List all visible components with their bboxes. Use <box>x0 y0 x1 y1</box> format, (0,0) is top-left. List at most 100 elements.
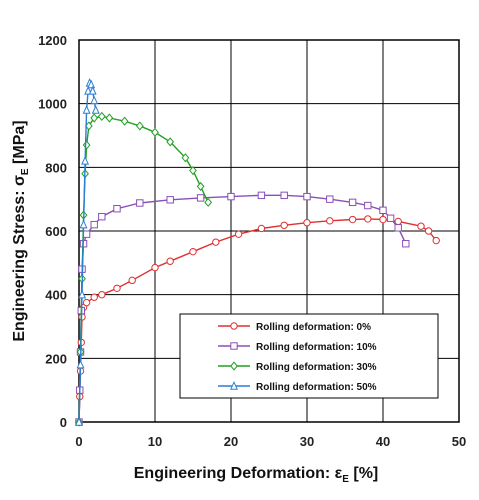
data-point <box>97 111 106 121</box>
data-point <box>82 140 91 150</box>
legend-label: Rolling deformation: 0% <box>256 322 371 333</box>
data-point <box>113 284 121 292</box>
data-point <box>90 95 99 105</box>
data-point <box>120 116 129 126</box>
data-point <box>78 289 87 299</box>
x-axis-title-main: Engineering Deformation: ε <box>134 465 343 482</box>
y-axis-title-tail: [MPa] <box>11 120 28 168</box>
data-point <box>394 224 402 232</box>
x-tick-label: 0 <box>75 434 82 449</box>
data-point <box>113 205 121 213</box>
data-point <box>257 191 266 200</box>
legend-swatch-marker <box>230 361 238 371</box>
grid-lines <box>79 40 459 422</box>
data-point <box>151 263 159 272</box>
data-point <box>303 192 311 201</box>
data-point <box>105 113 114 123</box>
data-point <box>98 212 106 221</box>
legend-swatch-marker <box>230 380 238 390</box>
y-axis-title: Engineering Stress: σE [MPa] <box>11 120 31 341</box>
x-tick-label: 10 <box>148 434 162 449</box>
data-point <box>189 247 197 256</box>
legend-swatch-marker <box>230 342 238 350</box>
y-tick-label: 800 <box>45 160 67 175</box>
x-tick-label: 50 <box>452 434 466 449</box>
data-point <box>424 227 433 235</box>
data-point <box>326 217 334 225</box>
data-point <box>82 298 91 307</box>
y-tick-label: 400 <box>45 288 67 303</box>
data-point <box>82 230 91 238</box>
legend-item: Rolling deformation: 10% <box>218 342 377 353</box>
data-point <box>303 219 311 227</box>
data-point <box>234 230 243 238</box>
data-point <box>394 217 402 226</box>
legend-item: Rolling deformation: 0% <box>218 322 371 333</box>
data-point <box>379 206 387 215</box>
data-point <box>90 293 98 301</box>
data-point <box>91 105 100 114</box>
data-point <box>181 153 190 163</box>
series-3 <box>75 77 100 426</box>
legend-box <box>179 313 439 399</box>
y-axis-title-main: Engineering Stress: σ <box>11 175 28 342</box>
x-tick-labels: 0 10 20 30 40 50 <box>75 434 466 449</box>
data-point <box>76 359 85 369</box>
x-tick-label: 30 <box>300 434 314 449</box>
x-tick-label: 20 <box>224 434 238 449</box>
data-point <box>280 221 288 229</box>
data-point <box>386 214 395 222</box>
data-point <box>128 276 136 285</box>
data-point <box>379 215 387 224</box>
data-point <box>364 215 372 223</box>
y-axis-title-sub: E <box>20 168 31 175</box>
x-axis-title-sub: E <box>342 474 349 485</box>
data-point <box>196 194 205 202</box>
x-axis-title: Engineering Deformation: εE [%] <box>134 465 379 485</box>
data-point <box>79 219 88 229</box>
x-tick-label: 40 <box>376 434 390 449</box>
data-point <box>348 198 357 207</box>
data-point <box>90 113 99 123</box>
data-point <box>364 201 372 210</box>
data-point <box>90 220 98 229</box>
y-tick-label: 1000 <box>38 97 67 112</box>
series-layer <box>75 77 440 427</box>
legend-swatch-marker <box>230 322 238 330</box>
data-point <box>166 196 174 204</box>
data-point <box>166 257 174 265</box>
data-point <box>196 181 205 192</box>
data-point <box>189 165 197 176</box>
data-point <box>151 127 159 137</box>
data-point <box>204 197 213 207</box>
data-point <box>257 224 266 233</box>
legend: Rolling deformation: 0% Rolling deformati… <box>179 313 439 399</box>
data-point <box>212 238 220 246</box>
legend-label: Rolling deformation: 10% <box>256 342 377 353</box>
y-tick-label: 1200 <box>38 33 67 48</box>
data-point <box>82 105 91 114</box>
data-point <box>348 215 357 224</box>
data-point <box>326 195 334 203</box>
y-tick-labels: 0 200 400 600 800 1000 1200 <box>38 33 67 430</box>
data-point <box>432 236 440 245</box>
data-point <box>136 199 144 207</box>
legend-item: Rolling deformation: 30% <box>218 361 377 373</box>
data-point <box>135 121 144 131</box>
y-tick-label: 600 <box>45 224 67 239</box>
data-point <box>166 137 175 147</box>
data-point <box>84 85 93 95</box>
y-tick-label: 0 <box>60 415 67 430</box>
legend-item: Rolling deformation: 50% <box>218 380 377 393</box>
data-point <box>75 416 83 426</box>
data-point <box>98 290 106 299</box>
legend-label: Rolling deformation: 30% <box>256 362 377 373</box>
legend-label: Rolling deformation: 50% <box>256 382 377 393</box>
data-point <box>87 79 96 89</box>
data-point <box>417 222 425 230</box>
data-point <box>81 155 90 165</box>
data-point <box>227 192 235 201</box>
data-point <box>88 85 97 95</box>
x-axis-title-tail: [%] <box>349 465 378 482</box>
